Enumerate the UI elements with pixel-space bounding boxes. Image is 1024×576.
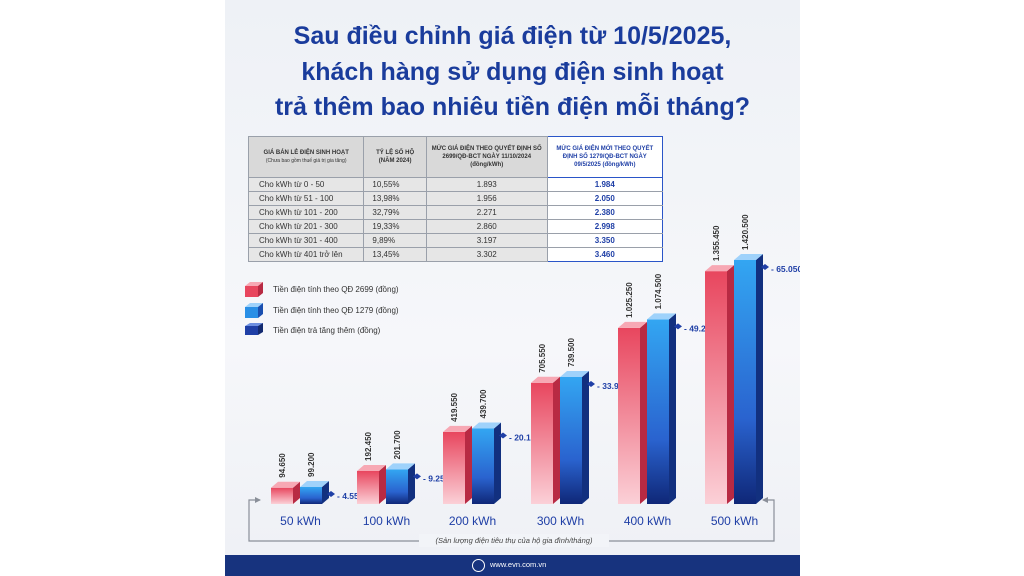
value-label-old: 419.550 (450, 392, 459, 421)
price-table-row: Cho kWh từ 401 trở lên 13,45% 3.302 3.460 (247, 247, 664, 262)
header-tier-note: (Chưa bao gồm thuế giá trị gia tăng) (265, 158, 347, 164)
value-label-old: 1.355.450 (712, 225, 721, 261)
title-line-3: trả thêm bao nhiêu tiền điện mỗi tháng? (274, 93, 750, 121)
bar-new (300, 480, 329, 504)
header-tier-label: GIÁ BÁN LẺ ĐIỆN SINH HOẠT (263, 150, 349, 156)
bars-layer: 94.650 99.200 - 4.550 50 kWh 192.450 201.700 -… (271, 214, 800, 528)
diff-value-label: - 9.250 (423, 473, 450, 483)
value-label-old: 1.025.250 (625, 282, 634, 318)
x-axis-label: (Sản lượng điện tiêu thụ của hộ gia đình… (436, 536, 593, 545)
legend-label-diff: Tiền điện trả tăng thêm (đồng) (273, 326, 381, 335)
legend-label-old: Tiền điện tính theo QĐ 2699 (đồng) (273, 285, 399, 294)
category-label: 100 kWh (363, 514, 410, 528)
price-table-header: GIÁ BÁN LẺ ĐIỆN SINH HOẠT (Chưa bao gồm t… (247, 136, 664, 178)
cell-old-price: 1.956 (425, 191, 548, 206)
value-label-old: 705.550 (538, 343, 547, 372)
bar-old (271, 481, 300, 504)
cell-old-price: 2.860 (425, 219, 548, 234)
category-label: 400 kWh (624, 514, 671, 528)
diff-value-label: - 65.050 (771, 264, 800, 274)
price-table-row: Cho kWh từ 0 - 50 10,55% 1.893 1.984 (247, 177, 664, 192)
header-new-price: MỨC GIÁ ĐIỆN MỚI THEO QUYẾT ĐỊNH SỐ 1279… (546, 136, 664, 178)
globe-icon (472, 559, 485, 572)
legend-item-new: Tiền điện tính theo QĐ 1279 (đồng) (245, 303, 445, 321)
bar-new (734, 254, 763, 504)
legend-swatch-new (245, 303, 263, 318)
bar-old (357, 464, 386, 504)
cell-new-price: 3.460 (546, 247, 664, 262)
value-label-old: 192.450 (364, 431, 373, 460)
value-label-new: 739.500 (567, 338, 576, 367)
value-label-new: 1.420.500 (741, 214, 750, 250)
legend-label-new: Tiền điện tính theo QĐ 1279 (đồng) (273, 306, 399, 315)
bar-old (531, 376, 560, 504)
bar-chart: (Sản lượng điện tiêu thụ của hộ gia đình… (248, 214, 800, 547)
range-bracket-arrow-right (762, 497, 768, 503)
diff-marker (587, 380, 595, 387)
diff-marker (761, 264, 769, 270)
cell-old-price: 2.271 (425, 205, 548, 220)
cell-ratio: 13,45% (363, 247, 427, 262)
bar-old (705, 265, 734, 504)
cell-old-price: 1.893 (425, 177, 548, 192)
diff-marker (499, 432, 507, 439)
cell-new-price: 1.984 (546, 177, 664, 192)
range-bracket-arrow-left (255, 497, 261, 503)
title-line-1: Sau điều chỉnh giá điện từ 10/5/2025, (293, 22, 732, 50)
diff-value-label: - 20.150 (509, 432, 540, 442)
cell-tier: Cho kWh từ 301 - 400 (247, 233, 365, 248)
value-label-new: 201.700 (393, 430, 402, 459)
diff-value-label: - 4.550 (337, 491, 364, 501)
xlabel-bg (419, 534, 609, 547)
price-table-row: Cho kWh từ 301 - 400 9,89% 3.197 3.350 (247, 233, 664, 248)
category-label: 200 kWh (449, 514, 496, 528)
bar-old (618, 321, 647, 504)
header-ratio: TỶ LỆ SỐ HỘ (NĂM 2024) (363, 136, 427, 178)
footer-bar: www.evn.com.vn (225, 555, 800, 576)
footer-website: www.evn.com.vn (490, 560, 547, 569)
bar-new (386, 463, 415, 504)
value-label-old: 94.650 (278, 453, 287, 478)
diff-marker (413, 473, 421, 480)
bar-new (647, 313, 676, 504)
bar-new (472, 422, 501, 504)
cell-ratio: 32,79% (363, 205, 427, 220)
category-label: 500 kWh (711, 514, 758, 528)
diff-marker (674, 323, 682, 330)
category-label: 300 kWh (537, 514, 584, 528)
legend-item-diff: Tiền điện trả tăng thêm (đồng) (245, 323, 445, 341)
legend-swatch-old (245, 282, 263, 297)
category-label: 50 kWh (280, 514, 321, 528)
diff-value-label: - 49.250 (684, 323, 715, 333)
legend-swatch-diff (245, 323, 263, 335)
price-table: GIÁ BÁN LẺ ĐIỆN SINH HOẠT (Chưa bao gồm t… (247, 136, 664, 262)
cell-ratio: 19,33% (363, 219, 427, 234)
price-table-row: Cho kWh từ 51 - 100 13,98% 1.956 2.050 (247, 191, 664, 206)
diff-marker (327, 490, 335, 497)
diff-value-label: - 33.950 (597, 381, 628, 391)
infographic-panel: Sau điều chỉnh giá điện từ 10/5/2025, kh… (225, 0, 800, 576)
cell-ratio: 10,55% (363, 177, 427, 192)
cell-tier: Cho kWh từ 401 trở lên (247, 247, 365, 262)
cell-new-price: 3.350 (546, 233, 664, 248)
bar-new (560, 370, 589, 504)
value-label-new: 439.700 (479, 389, 488, 418)
cell-old-price: 3.302 (425, 247, 548, 262)
legend-item-old: Tiền điện tính theo QĐ 2699 (đồng) (245, 282, 445, 300)
title-line-2: khách hàng sử dụng điện sinh hoạt (301, 58, 724, 86)
cell-tier: Cho kWh từ 0 - 50 (247, 177, 365, 192)
bar-old (443, 425, 472, 504)
value-label-new: 1.074.500 (654, 273, 663, 309)
value-label-new: 99.200 (307, 452, 316, 477)
